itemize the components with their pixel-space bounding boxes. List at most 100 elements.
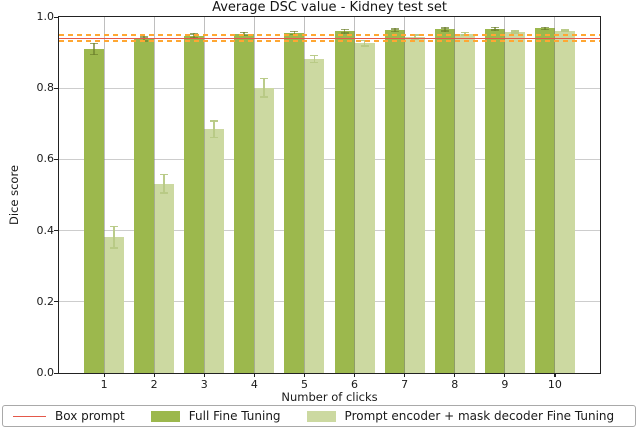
x-tick-label: 6 xyxy=(351,378,359,391)
legend-label-full-fine-tuning: Full Fine Tuning xyxy=(188,409,281,423)
y-tick-mark xyxy=(54,372,59,374)
bar-prompt-encoder-click-8 xyxy=(454,33,475,373)
vertical-gridline xyxy=(354,17,356,373)
x-tick-mark xyxy=(303,373,306,377)
vertical-gridline xyxy=(203,17,205,373)
x-tick-mark xyxy=(103,373,105,377)
x-tick-label: 7 xyxy=(401,378,409,391)
box-prompt-line-swatch xyxy=(13,415,46,417)
error-bar-stem xyxy=(513,30,516,34)
x-tick-mark xyxy=(504,373,506,377)
vertical-gridline xyxy=(153,17,155,373)
error-bar xyxy=(160,173,169,194)
bar-full-fine-tuning-click-6 xyxy=(334,31,355,373)
x-tick-mark xyxy=(554,373,556,377)
vertical-gridline xyxy=(103,17,105,373)
x-tick-mark xyxy=(404,373,406,377)
error-bar-stem xyxy=(493,26,496,31)
x-tick-mark xyxy=(153,373,155,377)
vertical-gridline xyxy=(303,17,305,373)
bar-full-fine-tuning-click-8 xyxy=(434,29,455,373)
y-tick-mark xyxy=(54,301,59,303)
error-bar-stem xyxy=(293,30,296,36)
error-bar xyxy=(260,77,269,98)
y-tick-mark xyxy=(54,16,59,18)
x-tick-label: 5 xyxy=(300,378,308,391)
bar-prompt-encoder-click-9 xyxy=(504,31,525,373)
y-tick-mark xyxy=(54,230,59,232)
legend: Box prompt Full Fine Tuning Prompt encod… xyxy=(2,405,636,427)
error-bar-stem xyxy=(213,120,216,139)
bar-prompt-encoder-click-1 xyxy=(104,237,125,373)
chart-title: Average DSC value - Kidney test set xyxy=(212,0,447,15)
bar-prompt-encoder-click-7 xyxy=(404,37,425,373)
legend-item-prompt-encoder: Prompt encoder + mask decoder Fine Tunin… xyxy=(306,409,615,423)
error-bar-stem xyxy=(93,42,95,56)
y-tick-mark xyxy=(54,158,59,160)
horizontal-gridline xyxy=(59,301,600,303)
x-tick-mark xyxy=(454,373,456,377)
bar-full-fine-tuning-click-3 xyxy=(184,35,205,373)
bar-full-fine-tuning-click-5 xyxy=(284,33,305,373)
y-tick-label: 0.0 xyxy=(36,366,55,379)
error-bar xyxy=(310,54,319,64)
bar-full-fine-tuning-click-2 xyxy=(134,39,155,373)
error-bar-stem xyxy=(143,36,146,42)
error-bar-stem xyxy=(564,29,566,32)
horizontal-gridline xyxy=(59,230,600,232)
error-bar xyxy=(540,26,549,31)
x-tick-mark xyxy=(253,373,255,377)
error-bar xyxy=(560,29,569,32)
y-tick-label: 0.4 xyxy=(36,223,55,237)
x-axis-label: Number of clicks xyxy=(281,390,378,404)
vertical-gridline xyxy=(253,17,255,373)
bar-prompt-encoder-click-5 xyxy=(304,59,325,373)
x-tick-label: 8 xyxy=(451,378,459,391)
bar-prompt-encoder-click-10 xyxy=(554,30,575,373)
error-bar-stem xyxy=(163,173,166,194)
legend-label-box-prompt: Box prompt xyxy=(55,409,125,423)
error-bar xyxy=(510,30,519,34)
y-tick-label: 0.6 xyxy=(36,152,55,166)
error-bar xyxy=(90,42,99,56)
y-tick-label: 1.0 xyxy=(36,10,55,23)
error-bar xyxy=(390,28,399,33)
legend-item-box-prompt: Box prompt xyxy=(13,409,125,423)
x-tick-mark xyxy=(354,373,356,377)
bar-prompt-encoder-click-2 xyxy=(154,183,175,373)
x-tick-label: 1 xyxy=(100,378,108,391)
legend-label-prompt-encoder: Prompt encoder + mask decoder Fine Tunin… xyxy=(344,409,615,423)
plot-area xyxy=(58,16,601,374)
vertical-gridline xyxy=(404,17,406,373)
y-tick-mark xyxy=(54,87,59,89)
y-axis-label: Dice score xyxy=(7,164,21,226)
vertical-gridline xyxy=(454,17,456,373)
box-prompt-band-dashed-line xyxy=(59,34,600,36)
x-tick-label: 4 xyxy=(250,378,258,391)
error-bar-stem xyxy=(313,54,316,64)
error-bar-stem xyxy=(343,28,346,34)
error-bar-stem xyxy=(363,39,366,47)
box-prompt-band-dashed-line xyxy=(59,40,600,42)
x-tick-label: 10 xyxy=(547,378,562,391)
bar-full-fine-tuning-click-4 xyxy=(234,34,255,373)
prompt-encoder-swatch xyxy=(306,410,336,422)
horizontal-gridline xyxy=(59,87,600,89)
error-bar xyxy=(340,28,349,34)
error-bar xyxy=(210,120,219,139)
bar-full-fine-tuning-click-7 xyxy=(384,30,405,373)
x-tick-label: 9 xyxy=(501,378,509,391)
legend-item-full-fine-tuning: Full Fine Tuning xyxy=(150,409,281,423)
error-bar xyxy=(110,225,119,249)
y-tick-label: 0.2 xyxy=(36,294,55,308)
bar-full-fine-tuning-click-10 xyxy=(534,28,555,373)
error-bar-stem xyxy=(113,225,115,249)
box-prompt-reference-line xyxy=(59,37,600,40)
error-bar-stem xyxy=(413,34,416,41)
bar-prompt-encoder-click-4 xyxy=(254,87,275,373)
y-tick-label: 0.8 xyxy=(36,81,55,95)
x-tick-label: 3 xyxy=(200,378,208,391)
error-bar xyxy=(490,26,499,31)
error-bar-stem xyxy=(263,77,266,98)
